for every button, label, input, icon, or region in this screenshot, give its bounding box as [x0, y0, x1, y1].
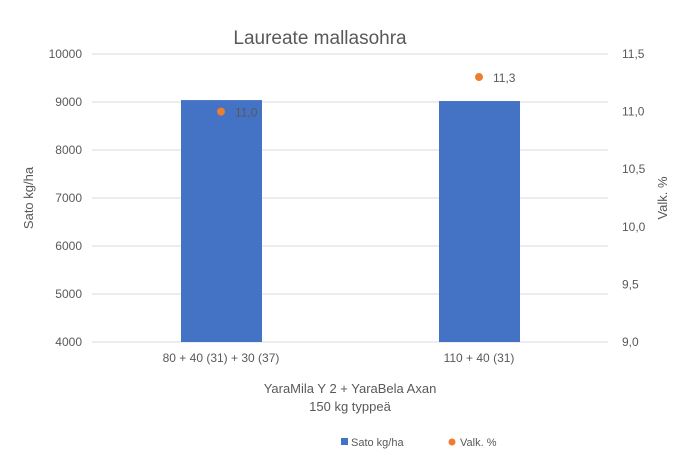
y-axis-label: Sato kg/ha: [21, 166, 36, 229]
legend-swatch-sato: [341, 438, 348, 445]
y-tick-label: 7000: [55, 191, 82, 205]
y2-tick-label: 11,0: [622, 105, 645, 119]
data-point: [217, 107, 225, 116]
y2-axis-label: Valk. %: [655, 176, 670, 220]
bar: [181, 100, 262, 342]
y-tick-label: 8000: [55, 143, 82, 157]
y2-tick-label: 9,5: [622, 277, 639, 291]
y2-tick-label: 10,5: [622, 162, 646, 176]
legend: Sato kg/ha Valk. %: [341, 437, 497, 449]
y-tick-label: 4000: [55, 335, 82, 349]
legend-label-sato: Sato kg/ha: [351, 437, 404, 449]
x-axis-label-line1: YaraMila Y 2 + YaraBela Axan: [264, 381, 437, 396]
legend-swatch-valk: [448, 438, 456, 446]
y-tick-label: 6000: [55, 239, 82, 253]
x-tick-label: 80 + 40 (31) + 30 (37): [163, 351, 280, 365]
y2-tick-label: 11,5: [622, 47, 645, 61]
data-label: 11,0: [235, 106, 258, 120]
bar: [439, 101, 520, 342]
x-axis-label-line2: 150 kg typpeä: [309, 399, 391, 414]
chart-title: Laureate mallasohra: [233, 28, 407, 49]
y-tick-label: 5000: [55, 287, 82, 301]
y-tick-label: 10000: [49, 47, 83, 61]
data-label: 11,3: [493, 71, 516, 85]
x-tick-label: 110 + 40 (31): [444, 351, 515, 365]
y2-tick-label: 9,0: [622, 335, 639, 349]
legend-label-valk: Valk. %: [460, 437, 497, 449]
data-point: [475, 73, 483, 82]
y-tick-label: 9000: [55, 95, 82, 109]
y2-tick-label: 10,0: [622, 220, 646, 234]
